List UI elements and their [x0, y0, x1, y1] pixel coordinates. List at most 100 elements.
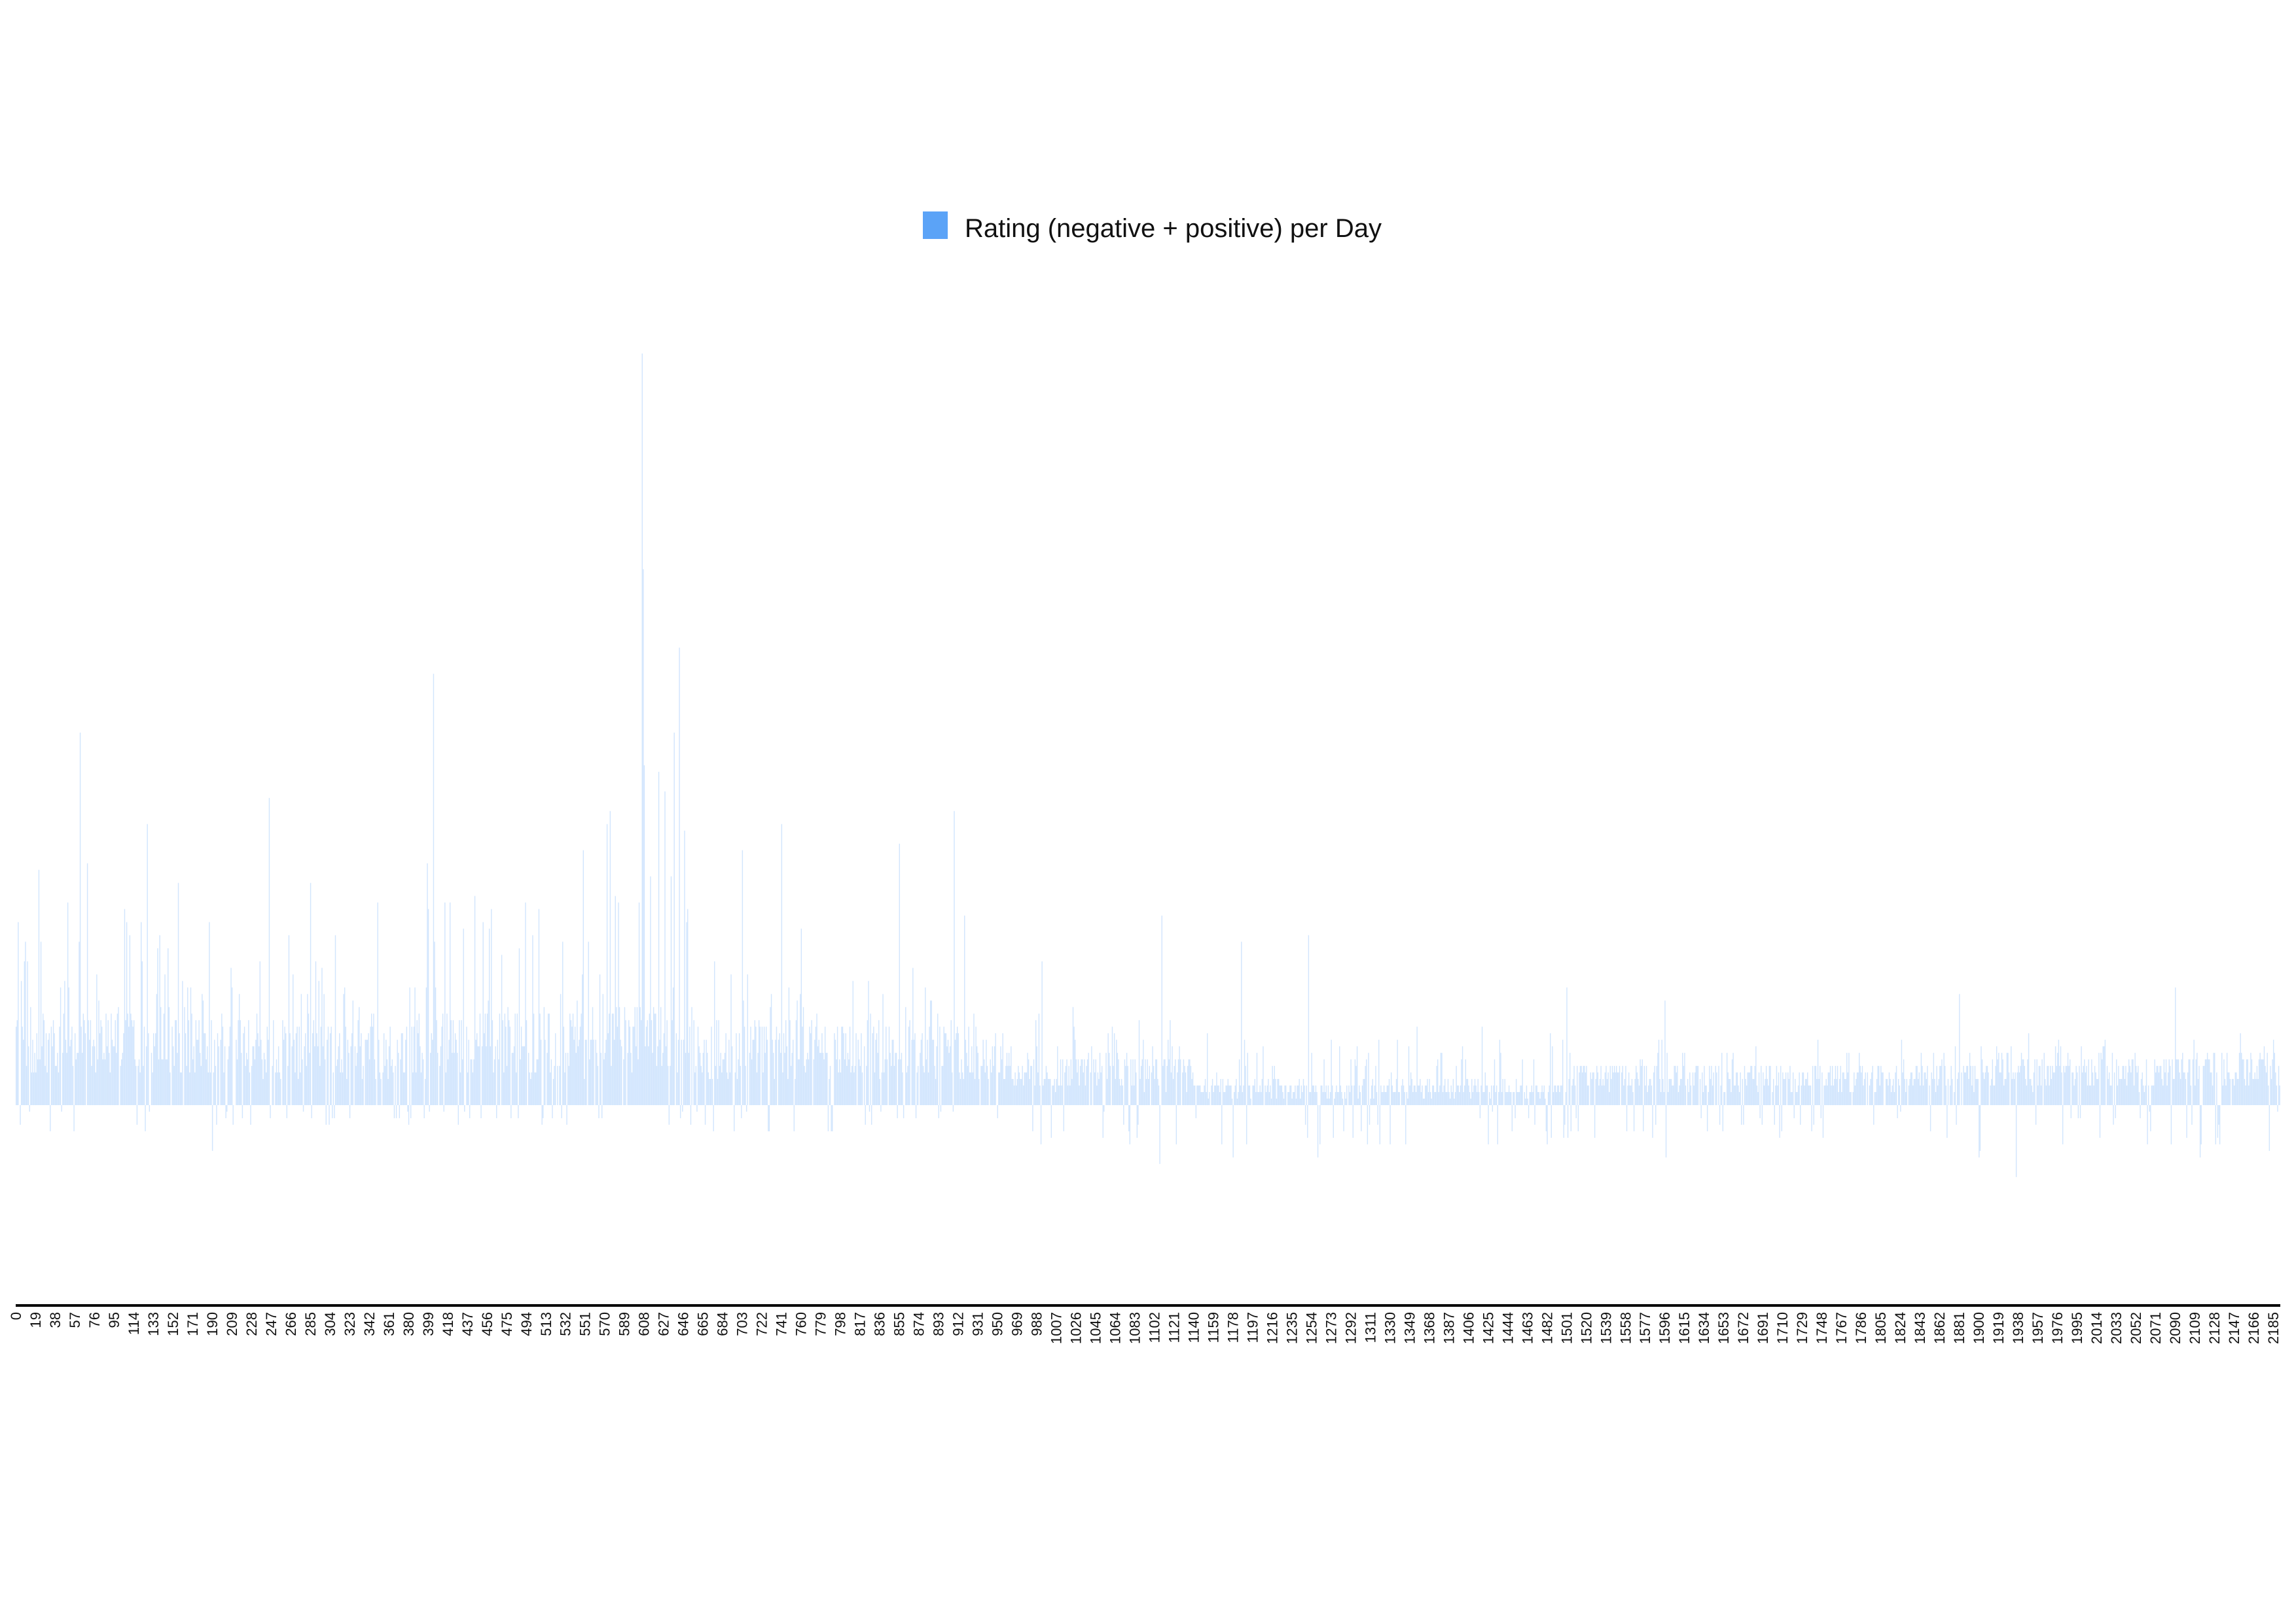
bar — [1814, 1066, 1816, 1105]
x-tick-label: 57 — [67, 1312, 83, 1328]
bar — [1859, 1066, 1861, 1105]
bar — [1152, 1046, 1153, 1105]
bar — [2219, 1105, 2221, 1144]
bar — [1876, 1079, 1878, 1105]
bar — [1812, 1066, 1814, 1105]
x-tick-label: 1634 — [1696, 1312, 1712, 1344]
bar — [893, 1066, 895, 1105]
bar — [1605, 1066, 1607, 1105]
bar — [202, 1000, 204, 1105]
bar — [31, 1072, 33, 1105]
bar — [1120, 1085, 1121, 1105]
bar — [1564, 1105, 1566, 1125]
bar — [1355, 1066, 1357, 1105]
bar — [2106, 1066, 2108, 1105]
bar — [311, 1105, 312, 1118]
bar — [446, 1013, 448, 1105]
bar — [2077, 1105, 2079, 1118]
bar — [406, 1027, 408, 1105]
bar — [2225, 1085, 2227, 1105]
bar — [980, 1066, 982, 1105]
bar — [321, 968, 323, 1105]
x-tick-label: 1957 — [2030, 1312, 2046, 1344]
x-tick-label: 1007 — [1049, 1312, 1065, 1344]
bar — [2088, 1059, 2089, 1105]
bar — [1846, 1053, 1848, 1105]
bar — [1327, 1085, 1329, 1105]
bar — [686, 922, 687, 1105]
bar — [781, 824, 783, 1105]
bar — [1202, 1092, 1204, 1105]
bar — [1367, 1105, 1369, 1144]
bar — [866, 1066, 867, 1105]
bar — [316, 1033, 317, 1105]
bar — [1352, 1105, 1354, 1138]
bar — [2216, 1072, 2217, 1105]
bar — [2118, 1066, 2119, 1105]
bar — [1973, 1092, 1975, 1105]
bar — [738, 1033, 740, 1105]
bar — [2134, 1053, 2136, 1105]
bar — [1139, 1079, 1141, 1105]
bar — [1321, 1085, 1323, 1105]
bar — [617, 1027, 619, 1105]
bar — [296, 1027, 298, 1105]
bar — [395, 1105, 397, 1118]
bar — [264, 1059, 266, 1105]
bar — [1206, 1033, 1208, 1105]
bar — [1124, 1059, 1126, 1105]
bar — [1994, 1085, 1996, 1105]
bar — [486, 1013, 488, 1105]
bar — [1696, 1066, 1698, 1105]
bar — [562, 941, 564, 1105]
bar — [1466, 1079, 1467, 1105]
bar — [1374, 1085, 1376, 1105]
bar — [1585, 1072, 1587, 1105]
bar — [1842, 1072, 1844, 1105]
bar — [752, 1040, 753, 1105]
bar — [2218, 1105, 2219, 1125]
bar — [548, 1013, 550, 1105]
x-tick-label: 646 — [675, 1312, 692, 1336]
bar — [409, 987, 410, 1105]
bar — [2094, 1066, 2096, 1105]
bar — [2081, 1072, 2083, 1105]
bar — [1675, 1066, 1676, 1105]
x-tick-label: 703 — [734, 1312, 751, 1336]
bar — [2270, 1079, 2272, 1105]
x-tick-label: 1843 — [1912, 1312, 1928, 1344]
bar — [1023, 1085, 1024, 1105]
bar — [653, 1007, 655, 1105]
x-tick-label: 1710 — [1774, 1312, 1791, 1344]
bar — [1969, 1053, 1971, 1105]
bar — [198, 1020, 200, 1105]
bar — [2128, 1059, 2130, 1105]
bar — [1412, 1092, 1414, 1105]
bar — [931, 1000, 932, 1105]
x-tick-label: 2052 — [2128, 1312, 2144, 1344]
bar — [1946, 1105, 1948, 1138]
bar — [944, 1033, 946, 1105]
bar — [2213, 1053, 2214, 1105]
bar — [1551, 1105, 1552, 1138]
bar — [609, 811, 611, 1105]
bar — [1297, 1085, 1299, 1105]
bar — [1518, 1092, 1520, 1105]
bar — [329, 1033, 331, 1105]
bar — [2096, 1079, 2098, 1105]
x-tick-label: 1463 — [1519, 1312, 1535, 1344]
bar — [2154, 1059, 2155, 1105]
bar — [249, 1072, 251, 1105]
bar — [967, 1066, 969, 1105]
bar — [819, 1053, 821, 1105]
bar — [1056, 1079, 1057, 1105]
bar — [304, 1033, 306, 1105]
bar — [24, 961, 26, 1105]
bar — [2161, 1079, 2162, 1105]
bar — [69, 1046, 71, 1105]
bar — [457, 1105, 459, 1125]
x-tick-label: 1976 — [2049, 1312, 2066, 1344]
bar — [1778, 1072, 1780, 1105]
bar — [1255, 1092, 1257, 1105]
bar — [750, 1027, 751, 1105]
